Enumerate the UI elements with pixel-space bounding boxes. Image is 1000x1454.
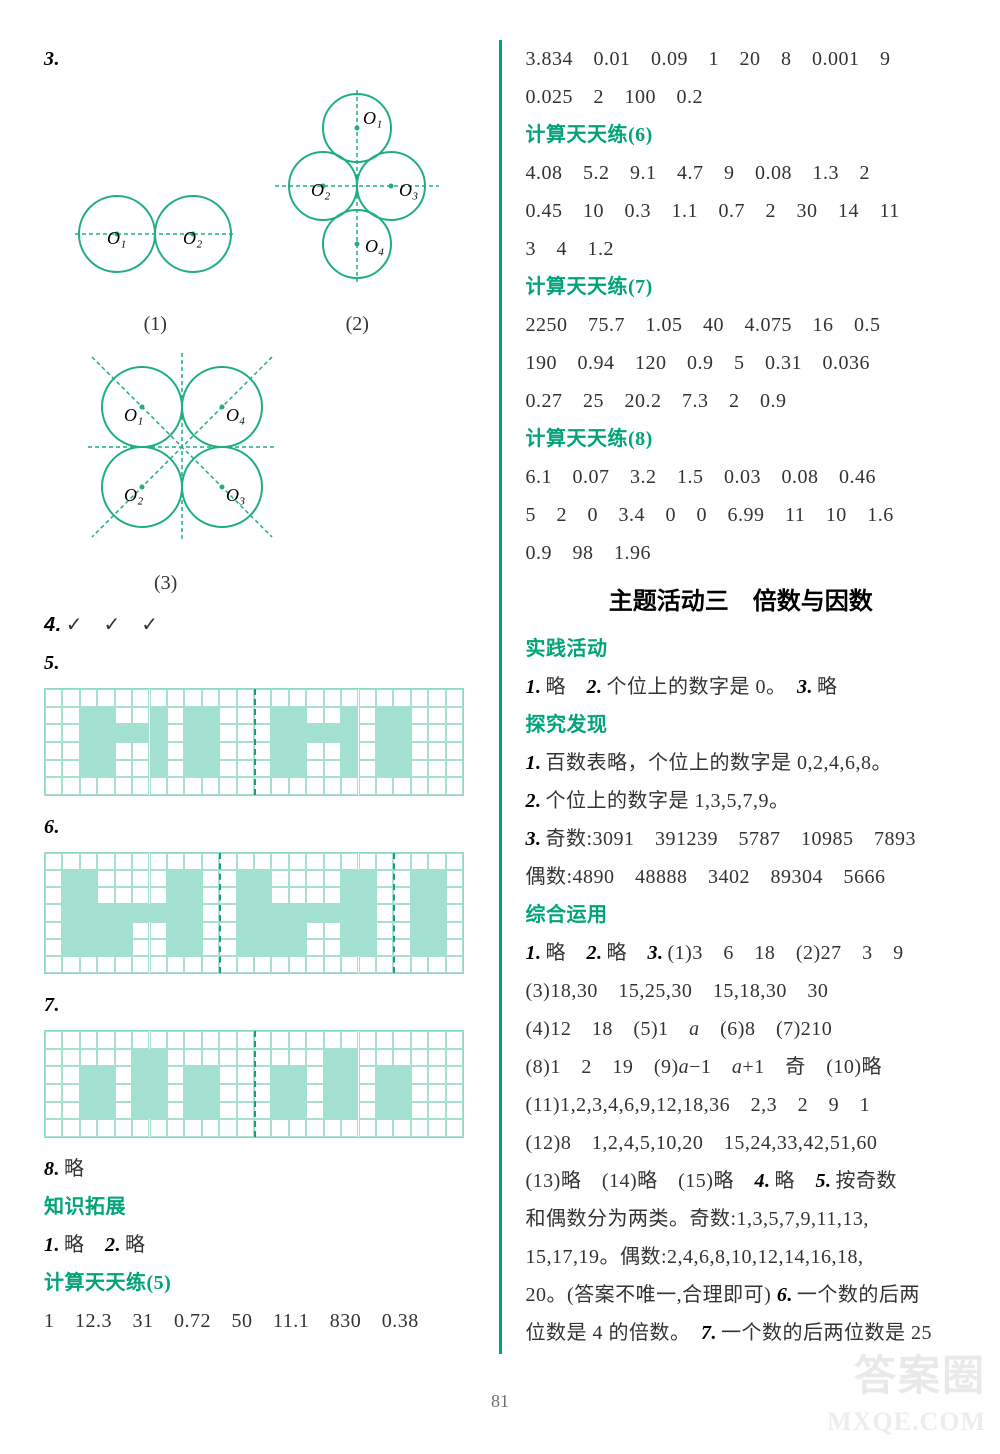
svg-text:O₃: O₃ bbox=[399, 180, 418, 200]
heading-calc8: 计算天天练(8) bbox=[526, 420, 957, 458]
svg-text:O₁: O₁ bbox=[363, 108, 382, 128]
page-number: 81 bbox=[0, 1384, 1000, 1418]
calc6-l3: 3 4 1.2 bbox=[526, 230, 957, 268]
svg-text:O₄: O₄ bbox=[365, 236, 384, 256]
diagram-3: O₁ O₄ O₂ O₃ (3) bbox=[44, 349, 475, 602]
q5-label: 5. bbox=[44, 652, 60, 674]
zh-l7: (13)略 (14)略 (15)略 4.略 5.按奇数 bbox=[526, 1162, 957, 1200]
calc8-l1: 6.1 0.07 3.2 1.5 0.03 0.08 0.46 bbox=[526, 458, 957, 496]
calc6-l1: 4.08 5.2 9.1 4.7 9 0.08 1.3 2 bbox=[526, 154, 957, 192]
q3-label: 3. bbox=[44, 48, 60, 70]
zh-l9: 15,17,19。偶数:2,4,6,8,10,12,14,16,18, bbox=[526, 1238, 957, 1276]
heading-calc5: 计算天天练(5) bbox=[44, 1264, 475, 1302]
diagram-1-svg: O₁ O₂ bbox=[75, 182, 235, 286]
diagram-1: O₁ O₂ (1) bbox=[75, 182, 235, 343]
diagram-3-caption: (3) bbox=[154, 564, 475, 602]
heading-calc6: 计算天天练(6) bbox=[526, 116, 957, 154]
heading-topic3: 主题活动三 倍数与因数 bbox=[526, 572, 957, 630]
zh-l4: (8)1 2 19 (9)a−1 a+1 奇 (10)略 bbox=[526, 1048, 957, 1086]
grid-6 bbox=[44, 852, 464, 974]
zh-l2: (3)18,30 15,25,30 15,18,30 30 bbox=[526, 972, 957, 1010]
zh-l6: (12)8 1,2,4,5,10,20 15,24,33,42,51,60 bbox=[526, 1124, 957, 1162]
zh-l1: 1.略 2.略 3.(1)3 6 18 (2)27 3 9 bbox=[526, 934, 957, 972]
calc7-l3: 0.27 25 20.2 7.3 2 0.9 bbox=[526, 382, 957, 420]
calc7-l1: 2250 75.7 1.05 40 4.075 16 0.5 bbox=[526, 306, 957, 344]
diagram-2: O₁ O₂ O₃ O₄ (2) bbox=[271, 88, 443, 343]
zh-l8: 和偶数分为两类。奇数:1,3,5,7,9,11,13, bbox=[526, 1200, 957, 1238]
calc7-l2: 190 0.94 120 0.9 5 0.31 0.036 bbox=[526, 344, 957, 382]
zhishi-line: 1.略 2.略 bbox=[44, 1226, 475, 1264]
svg-text:O₁: O₁ bbox=[107, 228, 126, 248]
heading-shijian: 实践活动 bbox=[526, 630, 957, 668]
grid-5 bbox=[44, 688, 464, 796]
tanjiu-l1: 1.百数表略，个位上的数字是 0,2,4,6,8。 bbox=[526, 744, 957, 782]
grid-7 bbox=[44, 1030, 464, 1138]
calc5-line: 1 12.3 31 0.72 50 11.1 830 0.38 bbox=[44, 1302, 475, 1340]
zh-l11: 位数是 4 的倍数。 7.一个数的后两位数是 25 bbox=[526, 1314, 957, 1352]
calc5-cont2: 0.025 2 100 0.2 bbox=[526, 78, 957, 116]
tanjiu-l3: 3.奇数:3091 391239 5787 10985 7893 bbox=[526, 820, 957, 858]
q6-label: 6. bbox=[44, 816, 60, 838]
tanjiu-l4: 偶数:4890 48888 3402 89304 5666 bbox=[526, 858, 957, 896]
zh-l3: (4)12 18 (5)1 a (6)8 (7)210 bbox=[526, 1010, 957, 1048]
calc6-l2: 0.45 10 0.3 1.1 0.7 2 30 14 11 bbox=[526, 192, 957, 230]
calc5-cont1: 3.834 0.01 0.09 1 20 8 0.001 9 bbox=[526, 40, 957, 78]
right-column: 3.834 0.01 0.09 1 20 8 0.001 9 0.025 2 1… bbox=[502, 40, 957, 1354]
left-column: 3. O₁ O₂ (1) O₁ O₂ O₃ O₄ (2) O₁ O₄ O₂ O₃ (3) 4.… bbox=[44, 40, 499, 1354]
svg-text:O₃: O₃ bbox=[226, 485, 245, 505]
diagram-1-caption: (1) bbox=[75, 305, 235, 343]
calc8-l3: 0.9 98 1.96 bbox=[526, 534, 957, 572]
calc8-l2: 5 2 0 3.4 0 0 6.99 11 10 1.6 bbox=[526, 496, 957, 534]
diagram-2-caption: (2) bbox=[271, 305, 443, 343]
tanjiu-l2: 2.个位上的数字是 1,3,5,7,9。 bbox=[526, 782, 957, 820]
svg-text:O₁: O₁ bbox=[124, 405, 143, 425]
diagram-row-1-2: O₁ O₂ (1) O₁ O₂ O₃ O₄ (2) bbox=[44, 88, 475, 343]
q4: 4.✓ ✓ ✓ bbox=[44, 606, 475, 644]
diagram-3-svg: O₁ O₄ O₂ O₃ bbox=[84, 349, 280, 545]
svg-text:O₄: O₄ bbox=[226, 405, 245, 425]
svg-text:O₂: O₂ bbox=[311, 180, 330, 200]
heading-calc7: 计算天天练(7) bbox=[526, 268, 957, 306]
heading-zhishi: 知识拓展 bbox=[44, 1188, 475, 1226]
q7-label: 7. bbox=[44, 994, 60, 1016]
svg-text:O₂: O₂ bbox=[124, 485, 143, 505]
shijian-line: 1.略 2.个位上的数字是 0。 3.略 bbox=[526, 668, 957, 706]
heading-tanjiu: 探究发现 bbox=[526, 706, 957, 744]
zh-l5: (11)1,2,3,4,6,9,12,18,36 2,3 2 9 1 bbox=[526, 1086, 957, 1124]
diagram-2-svg: O₁ O₂ O₃ O₄ bbox=[271, 88, 443, 286]
q8: 8.略 bbox=[44, 1150, 475, 1188]
zh-l10: 20。(答案不唯一,合理即可) 6.一个数的后两 bbox=[526, 1276, 957, 1314]
heading-zhyun: 综合运用 bbox=[526, 896, 957, 934]
svg-text:O₂: O₂ bbox=[183, 228, 202, 248]
